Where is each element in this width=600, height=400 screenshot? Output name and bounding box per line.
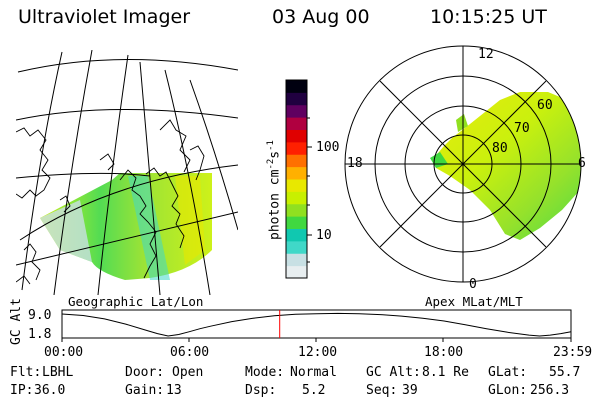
orbit-xtick-0: 00:00 (44, 345, 84, 360)
colorbar-swatch (286, 216, 307, 229)
colorbar-swatch (286, 80, 307, 93)
gc-alt-series (61, 312, 572, 337)
colorbar-frame (285, 79, 308, 279)
colorbar-tick-100: 100 (316, 140, 340, 155)
orbit-xtick-2: 12:00 (298, 345, 338, 360)
right-panel-caption: Apex MLat/MLT (425, 294, 523, 309)
colorbar-swatch (286, 117, 307, 130)
colorbar-swatch (286, 166, 307, 180)
colorbar-axis-label: photon cm-2s-1 (266, 140, 283, 240)
colorbar (286, 80, 307, 279)
instrument-title: Ultraviolet Imager (18, 6, 191, 28)
colorbar-swatch (286, 191, 307, 205)
footer-ip-value: 36.0 (34, 383, 66, 398)
footer-door-value: Open (172, 365, 204, 380)
footer-flt-label: Flt: (10, 365, 42, 380)
footer-seq-label: Seq: (366, 383, 398, 398)
footer-door-label: Door: (125, 365, 165, 380)
footer-dsp-value: 5.2 (302, 383, 326, 398)
colorbar-swatch (286, 265, 307, 279)
mlat-label-70: 70 (514, 121, 530, 136)
footer-ip-label: IP: (10, 383, 34, 398)
orbit-xtick-3: 18:00 (424, 345, 464, 360)
footer-dsp-label: Dsp: (245, 383, 277, 398)
orbit-ytick-bottom: 1.8 (28, 327, 52, 342)
colorbar-swatch (286, 203, 307, 217)
footer-gcalt-value: 8.1 Re (422, 365, 469, 380)
header-time: 10:15:25 UT (430, 6, 547, 28)
header-date: 03 Aug 00 (272, 6, 370, 28)
footer-glon-value: 256.3 (530, 383, 570, 398)
footer-gain-label: Gain: (125, 383, 165, 398)
footer-gain-value: 13 (166, 383, 182, 398)
orbit-x-ticks (61, 338, 572, 342)
latlon-grid (16, 50, 238, 295)
colorbar-swatch (286, 228, 307, 242)
colorbar-swatch (286, 104, 307, 118)
colorbar-swatch (286, 179, 307, 192)
colorbar-swatch (286, 253, 307, 267)
orbit-ytick-top: 9.0 (28, 308, 52, 323)
footer-glat-value: 55.7 (549, 365, 581, 380)
footer-mode-value: Normal (290, 365, 337, 380)
aurora-image-right (432, 92, 581, 240)
orbit-ylabel: GC Alt (9, 298, 24, 345)
mlt-label-12: 12 (478, 47, 494, 62)
footer-glat-label: GLat: (488, 365, 528, 380)
colorbar-tick-10: 10 (316, 228, 332, 243)
mlat-label-60: 60 (537, 98, 553, 113)
left-panel-caption: Geographic Lat/Lon (68, 294, 204, 309)
colorbar-ticks (307, 117, 312, 263)
polar-plot (344, 45, 582, 283)
mlt-label-6: 6 (578, 156, 586, 171)
mlt-label-0: 0 (469, 277, 477, 292)
footer-flt-value: LBHL (42, 365, 74, 380)
colorbar-swatch (286, 129, 307, 143)
orbit-xtick-4: 23:59 (553, 345, 593, 360)
orbit-plot (61, 309, 572, 342)
footer-seq-value: 39 (402, 383, 418, 398)
footer-mode-label: Mode: (245, 365, 285, 380)
geographic-map (16, 50, 238, 295)
footer-gcalt-label: GC Alt: (366, 365, 421, 380)
mlat-label-80: 80 (492, 141, 508, 156)
polar-grid (344, 45, 582, 283)
footer-glon-label: GLon: (488, 383, 528, 398)
mlt-label-18: 18 (347, 156, 363, 171)
colorbar-swatch (286, 154, 307, 168)
colorbar-swatch (286, 141, 307, 155)
coastlines (16, 119, 205, 285)
colorbar-swatch (286, 92, 307, 106)
colorbar-swatch (286, 240, 307, 254)
orbit-xtick-1: 06:00 (170, 345, 210, 360)
